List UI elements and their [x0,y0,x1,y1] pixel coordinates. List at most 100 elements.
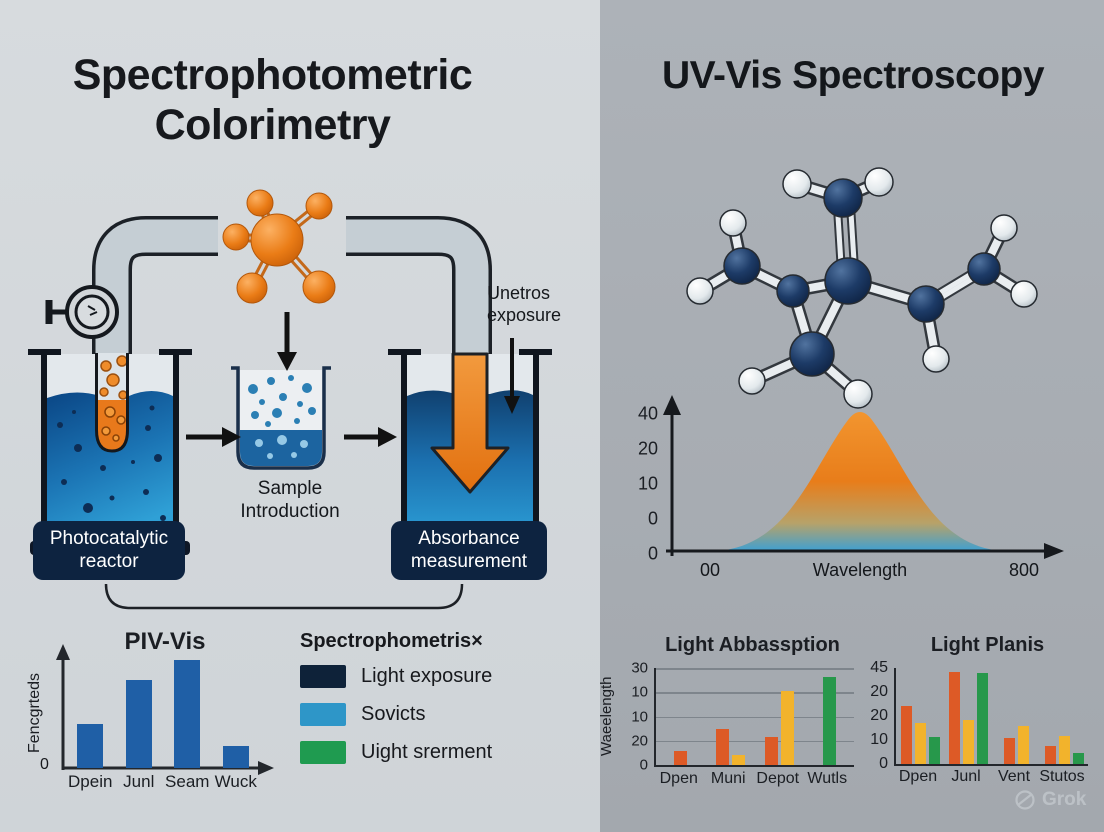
arrow-middle-to-right [344,427,397,447]
bar [822,676,836,765]
bar-group [755,668,805,765]
bar-group [944,668,992,764]
bar-group [706,668,756,765]
watermark-text: Grok [1042,789,1087,810]
y-axis-tick-label: 10 [870,731,888,748]
x-axis-tick-label: Wuck [214,772,257,791]
left-panel-title: Spectrophotometric Colorimetry [72,51,473,150]
x-axis-tick-label: Seam [165,772,210,791]
bar [976,672,988,764]
bar [1044,745,1056,764]
legend-rows: Light exposure Sovicts Uight srerment [300,665,570,764]
plans-x-labels: Dpen Junl Vent Stutos [894,768,1086,786]
sample-beaker [231,366,331,470]
y-axis-tick-label: 0 [639,756,648,774]
x-axis-tick-label: Wutls [807,770,848,787]
bar [125,680,152,768]
bar-group [805,668,855,765]
pipe-left [92,216,218,356]
x-axis-tick-label: Muni [710,770,746,787]
bar [914,722,926,764]
y-axis-tick-label: 20 [631,732,648,750]
legend-swatch [300,665,346,688]
bar [948,671,960,764]
spectrum-x-axis-label: Wavelength [812,560,908,580]
spectrum-x-start: 00 [699,560,721,580]
y-axis-tick-label: 45 [870,659,888,676]
photocatalytic-reactor-label: Photocatalytic reactor [33,521,185,580]
plans-chart-title: Light Planis [930,634,1045,656]
piv-axes [56,644,274,775]
absorption-chart-title: Light Abbassption [665,634,840,656]
gridline [656,668,854,670]
x-axis-tick-label: Stutos [1039,768,1085,785]
y-axis-tick-label: 0 [647,508,658,529]
pipe-right [346,216,492,356]
bar [928,737,940,764]
bar [1058,736,1070,764]
bar-group [992,668,1040,764]
x-axis-tick-label: Junl [123,772,155,791]
bar [674,751,688,765]
absorbance-measurement-label: Absorbance measurement [391,521,547,580]
x-axis-tick-label: Dpein [68,772,113,791]
legend-item: Sovicts [300,703,570,726]
gridline [656,740,854,743]
sample-introduction-label: Sample Introduction [240,478,340,523]
gridline [656,716,854,718]
y-axis-tick-label: 10 [631,708,648,725]
bar [731,755,745,765]
spectrum-y-ticks: 40 20 10 0 0 [618,404,658,564]
piv-chart-title: PIV-Vis [124,628,206,655]
y-axis-tick-label: 10 [631,683,648,701]
piv-bar-plot [66,658,260,768]
y-axis-tick-label: 0 [879,755,888,772]
bar [174,660,201,768]
bar-group [66,658,115,768]
y-axis-tick-label: 10 [637,473,658,494]
absorption-y-ticks: 30 10 10 20 0 [612,660,648,774]
bar-group [1040,668,1088,764]
exposure-arrow [504,338,520,414]
grok-logo-icon [1015,790,1035,810]
gauge-icon [45,285,119,339]
x-axis-tick-label: Dpen [898,768,938,785]
bar [1017,725,1029,764]
arrow-left-to-middle [186,427,241,447]
legend-swatch [300,741,346,764]
return-loop [104,583,464,610]
exposure-label: Unetros exposure [487,283,562,325]
bar [1003,738,1015,764]
spectrum-plot [663,395,1064,559]
y-axis-tick-label: 20 [870,683,888,700]
orange-molecule [222,189,336,304]
piv-y-axis-label: Fencgrteds [26,672,43,754]
bubbles [99,355,128,400]
absorption-bar-plot [654,668,854,767]
spectrum-x-end: 800 [1008,560,1040,580]
legend-title: Spectrophometris× [300,630,483,652]
legend-item: Light exposure [300,665,570,688]
x-axis-tick-label: Dpen [659,770,698,787]
y-axis-tick-label: 0 [647,543,658,564]
bar [1072,753,1084,764]
bar [765,736,779,765]
bar-group [212,658,261,768]
y-axis-tick-label: 20 [870,707,888,724]
bar-group [896,668,944,764]
watermark: Grok [1014,789,1086,811]
bar-group [163,658,212,768]
bar [781,691,795,765]
gridline [656,692,854,694]
piv-x-labels: Dpein Junl Seam Wuck [66,772,260,792]
legend-label: Uight srerment [361,741,493,763]
legend-label: Light exposure [361,665,493,687]
x-axis-tick-label: Junl [951,768,981,785]
absorption-x-labels: Dpen Muni Depot Wutls [654,770,852,788]
ball-stick-molecule [686,167,1038,409]
right-panel-title: UV-Vis Spectroscopy [661,54,1045,97]
down-arrow-molecule [277,312,297,371]
legend: Spectrophometris× Light exposure Sovicts U… [300,630,570,779]
